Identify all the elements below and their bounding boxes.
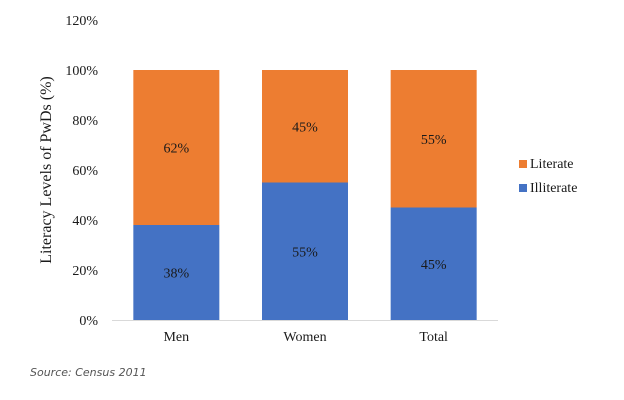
- data-label: 55%: [292, 245, 318, 260]
- legend: Literate Illiterate: [519, 157, 577, 196]
- y-tick-label: 60%: [72, 164, 98, 179]
- bar-illiterate-women: [262, 182, 348, 320]
- category-label: Women: [283, 330, 326, 345]
- bar-literate-total: [390, 70, 477, 208]
- y-axis-title: Literacy Levels of PwDs (%): [38, 76, 55, 264]
- y-axis-ticks: 0% 20% 40% 60% 80% 100% 120%: [65, 14, 98, 329]
- data-label: 55%: [421, 133, 447, 148]
- category-label: Total: [419, 330, 448, 345]
- legend-swatch-illiterate: [519, 184, 527, 192]
- legend-label-literate: Literate: [530, 157, 574, 172]
- category-label: Men: [163, 330, 189, 345]
- data-label: 38%: [163, 267, 189, 282]
- legend-swatch-literate: [519, 160, 527, 168]
- bar-illiterate-total: [390, 207, 477, 320]
- y-tick-label: 100%: [65, 64, 98, 79]
- bar-illiterate-men: [133, 225, 220, 320]
- y-tick-label: 80%: [72, 114, 98, 129]
- bars-group: [133, 70, 477, 320]
- bar-literate-women: [262, 70, 348, 183]
- bar-literate-men: [133, 70, 220, 225]
- data-label: 45%: [292, 120, 318, 135]
- category-labels: Men Women Total: [163, 330, 448, 345]
- data-label: 62%: [163, 142, 189, 157]
- source-note: Source: Census 2011: [30, 366, 147, 379]
- y-tick-label: 20%: [72, 264, 98, 279]
- legend-label-illiterate: Illiterate: [530, 181, 577, 196]
- y-tick-label: 0%: [79, 314, 98, 329]
- data-label: 45%: [421, 258, 447, 273]
- data-labels-group: 38% 62% 55% 45% 45% 55%: [163, 120, 446, 281]
- y-tick-label: 40%: [72, 214, 98, 229]
- y-tick-label: 120%: [65, 14, 98, 29]
